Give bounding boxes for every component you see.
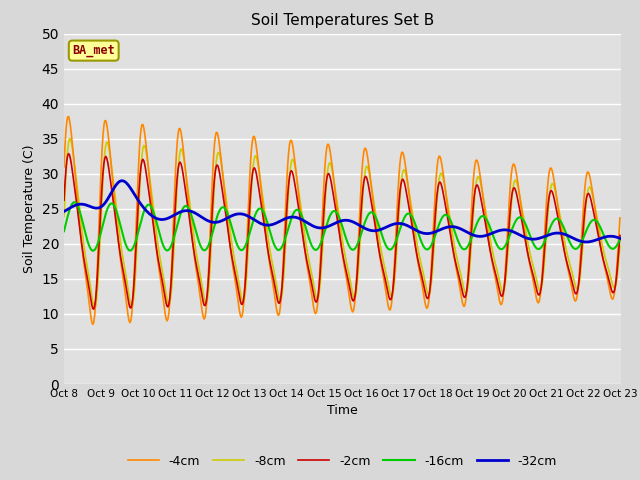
- -16cm: [60, 228, 68, 234]
- -16cm: [89, 248, 97, 253]
- X-axis label: Time: Time: [327, 405, 358, 418]
- -2cm: [314, 297, 321, 302]
- -32cm: [118, 178, 125, 184]
- -16cm: [70, 199, 78, 205]
- -32cm: [433, 228, 440, 234]
- -8cm: [91, 305, 99, 311]
- -4cm: [60, 164, 68, 170]
- -32cm: [312, 225, 320, 230]
- -32cm: [479, 233, 487, 239]
- -2cm: [433, 191, 441, 197]
- -16cm: [205, 241, 212, 247]
- -2cm: [65, 151, 72, 156]
- -16cm: [616, 237, 624, 242]
- -4cm: [65, 114, 72, 120]
- -16cm: [481, 214, 488, 220]
- -4cm: [205, 262, 212, 267]
- -8cm: [390, 287, 397, 293]
- -4cm: [481, 204, 488, 210]
- Title: Soil Temperatures Set B: Soil Temperatures Set B: [251, 13, 434, 28]
- -8cm: [60, 214, 68, 219]
- -16cm: [161, 245, 168, 251]
- -8cm: [205, 284, 212, 289]
- -32cm: [60, 209, 68, 215]
- -16cm: [314, 246, 321, 252]
- -4cm: [616, 215, 624, 221]
- -2cm: [205, 271, 212, 276]
- Line: -32cm: -32cm: [64, 181, 620, 242]
- -16cm: [433, 227, 441, 233]
- -8cm: [433, 197, 441, 203]
- -4cm: [89, 322, 97, 327]
- -4cm: [314, 303, 321, 309]
- -8cm: [481, 201, 488, 207]
- -2cm: [60, 197, 68, 203]
- Y-axis label: Soil Temperature (C): Soil Temperature (C): [23, 144, 36, 273]
- -2cm: [390, 281, 397, 287]
- -32cm: [616, 235, 624, 241]
- -32cm: [159, 216, 167, 222]
- -32cm: [204, 218, 212, 224]
- Line: -2cm: -2cm: [64, 154, 620, 309]
- -2cm: [90, 306, 97, 312]
- Line: -8cm: -8cm: [64, 139, 620, 308]
- -4cm: [390, 277, 397, 283]
- Text: BA_met: BA_met: [72, 44, 115, 57]
- -8cm: [314, 296, 321, 302]
- Line: -4cm: -4cm: [64, 117, 620, 324]
- -8cm: [616, 243, 624, 249]
- Legend: -4cm, -8cm, -2cm, -16cm, -32cm: -4cm, -8cm, -2cm, -16cm, -32cm: [123, 450, 562, 473]
- -16cm: [390, 243, 397, 249]
- -2cm: [481, 215, 488, 221]
- -4cm: [161, 304, 168, 310]
- -8cm: [66, 136, 74, 142]
- -32cm: [388, 222, 396, 228]
- -2cm: [161, 290, 168, 296]
- -4cm: [433, 164, 441, 169]
- Line: -16cm: -16cm: [64, 202, 620, 251]
- -32cm: [582, 239, 590, 245]
- -2cm: [616, 232, 624, 238]
- -8cm: [161, 279, 168, 285]
